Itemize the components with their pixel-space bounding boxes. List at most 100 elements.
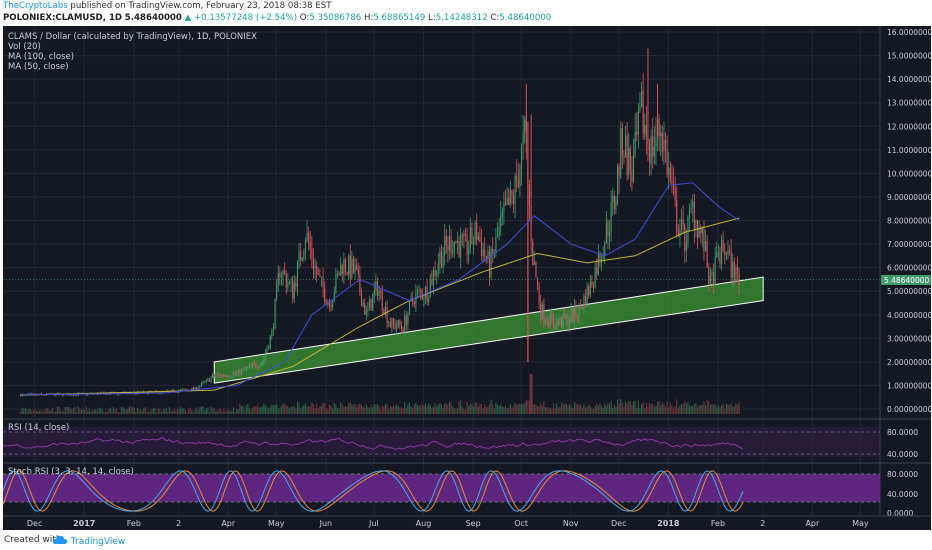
candle-body: [578, 304, 580, 317]
volume-bar: [647, 406, 649, 414]
candle-body: [223, 374, 225, 377]
volume-bar: [445, 403, 447, 414]
volume-bar: [578, 405, 580, 414]
candle-body: [236, 372, 238, 374]
volume-bar: [448, 402, 451, 414]
volume-bar: [584, 407, 587, 414]
candle-body: [48, 393, 50, 395]
volume-bar: [557, 407, 559, 414]
volume-bar: [82, 408, 84, 414]
candle-body: [645, 125, 647, 137]
volume-bar: [159, 408, 161, 414]
candle-body: [506, 198, 508, 205]
volume-bar: [157, 408, 159, 414]
volume-bar: [589, 406, 591, 414]
volume-bar: [196, 407, 198, 414]
candle-body: [434, 270, 436, 276]
candle-body: [621, 128, 623, 156]
volume-bar: [405, 407, 407, 414]
volume-bar: [29, 409, 31, 414]
candle-body: [191, 387, 193, 391]
volume-bar: [232, 407, 235, 414]
volume-bar: [37, 411, 39, 414]
candle-body: [444, 236, 446, 256]
author-link[interactable]: TheCryptoLabs: [3, 1, 68, 11]
candle-body: [213, 374, 215, 377]
volume-bar: [674, 406, 676, 414]
stoch-tick-0: 0.0000: [887, 509, 913, 518]
volume-bar: [620, 399, 622, 414]
candle-body: [183, 389, 185, 390]
ascending-channel[interactable]: [213, 276, 764, 384]
tradingview-chart[interactable]: CLAMS / Dollar (calculated by TradingVie…: [3, 26, 931, 530]
volume-bar: [701, 404, 703, 414]
candle-body: [570, 310, 572, 321]
volume-bar: [180, 406, 182, 414]
candle-body: [512, 195, 515, 204]
volume-bar: [583, 403, 585, 414]
candle-body: [256, 367, 259, 369]
volume-bar: [368, 408, 371, 414]
candle-body: [296, 260, 299, 287]
volume-bar: [487, 407, 489, 414]
volume-bar: [141, 410, 143, 414]
candle-body: [620, 128, 622, 176]
volume-bar: [330, 405, 332, 414]
candle-body: [616, 166, 619, 198]
candle-body: [442, 255, 444, 268]
candle-body: [703, 228, 705, 252]
candle-body: [376, 281, 379, 297]
volume-bar: [244, 409, 246, 414]
volume-bar: [34, 408, 36, 414]
volume-bar: [529, 374, 533, 414]
candle-body: [197, 387, 199, 390]
candle-body: [674, 188, 676, 200]
high-value: 5.68865149: [373, 13, 426, 23]
volume-bar: [280, 405, 283, 414]
candle-body: [580, 304, 582, 308]
candle-body: [228, 376, 230, 378]
volume-bar: [544, 407, 547, 414]
candle-body: [586, 286, 588, 306]
volume-bar: [713, 404, 715, 414]
volume-bar: [676, 399, 678, 414]
candle-body: [472, 241, 475, 244]
price-axis[interactable]: 16.00000000 15.00000000 14.00000000 13.0000…: [887, 28, 931, 414]
candle-body: [455, 241, 457, 243]
volume-bar: [408, 402, 411, 414]
candle-body: [359, 274, 361, 293]
candle-body: [605, 222, 607, 244]
stoch-label: Stoch RSI (3, 3, 14, 14, close): [8, 467, 134, 477]
volume-bar: [285, 405, 287, 414]
volume-bar: [725, 404, 727, 414]
close-value: 5.48640000: [499, 13, 552, 23]
candle-body: [628, 147, 630, 176]
volume-bar: [208, 411, 211, 414]
volume-bar: [532, 403, 534, 414]
volume-bar: [316, 404, 318, 414]
candle-body: [32, 393, 34, 395]
candle-body: [404, 315, 406, 333]
candle-body: [29, 393, 31, 395]
candle-body: [292, 280, 294, 300]
volume-bar: [320, 405, 323, 414]
last-price: 5.48640000: [124, 13, 182, 23]
volume-bar: [95, 409, 97, 414]
legend-title: CLAMS / Dollar (calculated by TradingVie…: [8, 32, 257, 42]
volume-bar: [705, 404, 707, 414]
candle-body: [551, 313, 553, 319]
volume-bar: [53, 411, 55, 414]
volume-bar: [735, 403, 737, 414]
candle-body: [258, 366, 260, 368]
tradingview-logo[interactable]: TradingView: [52, 535, 125, 547]
candle-body: [300, 251, 302, 261]
time-axis[interactable]: Dec 2017 Feb 2 Apr May Jun Jul Aug Sep Oct Nov Dec 20…: [27, 519, 869, 528]
candle-body: [652, 136, 654, 157]
volume-bar: [655, 405, 657, 414]
volume-bar: [282, 403, 284, 414]
candle-body: [661, 132, 663, 152]
last-price-tag: [881, 275, 931, 285]
candle-body: [495, 236, 497, 253]
volume-bar: [114, 408, 116, 414]
volume-bar: [503, 407, 505, 414]
